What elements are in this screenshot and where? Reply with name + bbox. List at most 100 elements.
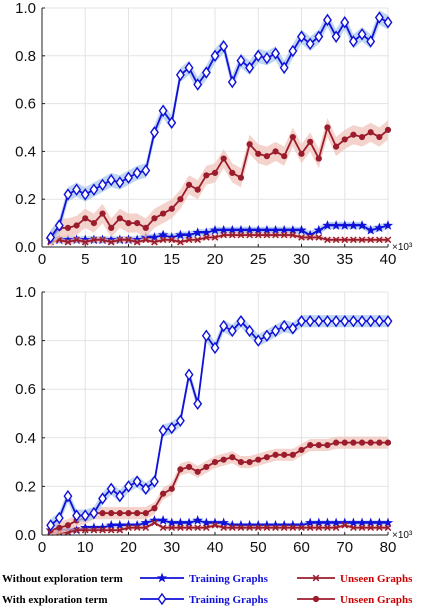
data-point-x [332, 524, 340, 532]
data-point-x [384, 236, 392, 244]
data-point-circle [99, 510, 106, 517]
series-line [49, 16, 389, 238]
data-point-circle [177, 466, 184, 473]
data-point-diamond [193, 397, 203, 410]
legend-training-label: Training Graphs [189, 573, 269, 585]
data-point-star [374, 517, 385, 528]
data-point-circle [116, 510, 123, 517]
data-point-diamond [288, 44, 298, 58]
data-point-diamond [184, 61, 194, 74]
data-point-circle [229, 169, 236, 177]
data-point-x [133, 238, 141, 246]
data-point-x [376, 524, 383, 532]
data-point-x [237, 231, 245, 239]
confidence-band [50, 221, 389, 244]
data-point-circle [333, 439, 340, 446]
data-point-diamond [201, 329, 211, 342]
data-point-diamond [357, 314, 367, 328]
bottom-chart: 0 10 20 30 40 50 60 70 80 0.0 0.2 0.4 0.6 0.8 1.0 ×10³ [15, 284, 413, 556]
data-point-circle [281, 153, 288, 160]
data-point-diamond [271, 47, 281, 60]
data-point-x [81, 238, 89, 246]
data-point-diamond [331, 30, 341, 43]
data-point-x [185, 236, 193, 244]
data-point-x [64, 238, 72, 246]
data-point-x [90, 526, 98, 534]
data-point-x [228, 524, 236, 532]
data-point-diamond [245, 61, 255, 74]
x-tick-label: 40 [380, 251, 397, 268]
data-point-diamond [46, 519, 56, 532]
data-point-circle [289, 451, 296, 458]
data-point-circle [151, 505, 158, 512]
data-point-x [306, 524, 314, 532]
data-point-star [218, 224, 229, 235]
data-point-circle [73, 222, 80, 229]
data-point-diamond [245, 324, 255, 338]
data-point-circle [272, 451, 279, 458]
data-point-star [270, 224, 281, 235]
confidence-band [50, 436, 389, 535]
data-point-x [367, 236, 375, 244]
series-unseen-graphs-without-exploration [47, 519, 392, 536]
data-point-diamond [279, 61, 289, 74]
y-tick-label: 0.8 [15, 48, 36, 65]
data-point-diamond [80, 509, 90, 522]
data-point-diamond [340, 16, 350, 29]
x-axis-multiplier: ×10³ [392, 242, 413, 253]
data-point-x [73, 526, 80, 534]
y-tick-label: 0.0 [15, 527, 36, 544]
data-point-star [356, 220, 368, 230]
data-point-star [365, 517, 376, 528]
data-point-x [289, 231, 297, 239]
data-point-diamond [63, 489, 73, 503]
y-tick-label: 0.4 [15, 143, 36, 160]
data-point-diamond [305, 314, 315, 328]
data-point-circle [315, 155, 322, 162]
data-point-x [211, 521, 219, 529]
data-point-x [151, 238, 158, 246]
data-point-circle [384, 126, 392, 133]
data-point-circle [142, 224, 149, 231]
data-point-circle [350, 131, 357, 138]
y-tick-label: 0.0 [15, 239, 36, 256]
data-point-star [183, 229, 195, 240]
data-point-x [125, 524, 132, 532]
data-point-circle [384, 439, 392, 446]
data-point-circle [108, 224, 115, 231]
data-point-star [140, 517, 151, 528]
data-point-x [133, 524, 141, 532]
legend-diamond-marker [157, 592, 167, 606]
y-tick-label: 0.4 [15, 430, 36, 447]
data-point-star [166, 517, 177, 528]
data-point-circle [307, 138, 314, 145]
data-point-diamond [193, 78, 203, 91]
data-point-x [367, 524, 375, 532]
data-point-x [358, 524, 366, 532]
data-point-star [175, 517, 186, 528]
data-point-circle [168, 485, 175, 492]
data-point-x [73, 236, 80, 244]
top-chart: 0 5 10 15 20 25 30 35 40 0.0 0.2 0.4 0.6 0.8 1.0 ×10³ [15, 0, 413, 268]
data-point-circle [211, 169, 219, 177]
data-point-circle [341, 439, 348, 446]
data-point-circle [298, 446, 305, 454]
data-point-diamond [89, 506, 99, 520]
data-point-diamond [271, 324, 281, 338]
data-point-x [159, 236, 167, 244]
data-point-star [261, 224, 273, 235]
data-point-star [114, 519, 125, 530]
data-point-star [192, 227, 203, 238]
data-point-circle [194, 468, 201, 475]
data-point-x [315, 524, 323, 532]
data-point-diamond [253, 49, 263, 62]
data-point-circle [56, 524, 63, 531]
data-point-circle [367, 129, 374, 136]
x-tick-label: 0 [38, 251, 46, 268]
data-point-circle [108, 510, 115, 517]
confidence-band [50, 520, 389, 535]
x-tick-label: 80 [380, 539, 397, 556]
data-point-circle [90, 220, 98, 227]
data-point-diamond [98, 178, 108, 192]
